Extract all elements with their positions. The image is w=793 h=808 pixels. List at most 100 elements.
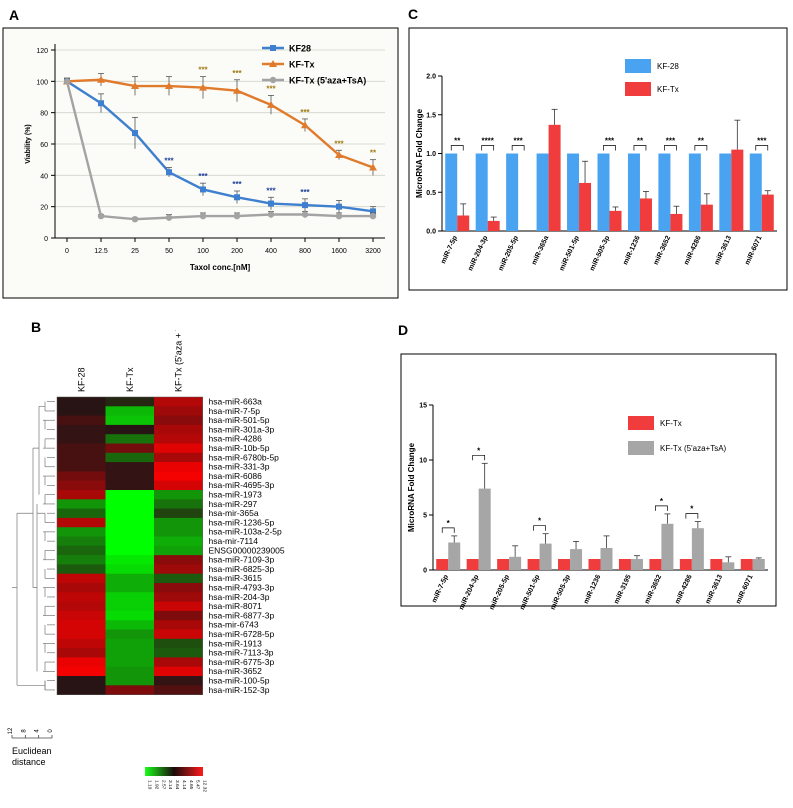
heatmap-row-label: hsa-miR-152-3p	[209, 685, 270, 695]
heatmap-row-label: hsa-miR-6775-3p	[209, 657, 275, 667]
legend-swatch	[625, 82, 651, 96]
data-point	[234, 194, 240, 201]
heatmap-cell	[154, 676, 203, 686]
data-point	[131, 216, 139, 223]
heatmap-row-label: hsa-miR-7109-3p	[209, 555, 275, 565]
x-tick-label: 50	[165, 248, 173, 255]
data-point	[268, 200, 274, 207]
data-point	[165, 214, 173, 221]
data-point	[233, 86, 241, 94]
significance-bracket	[694, 145, 708, 151]
dendro-label-line-2: distance	[12, 757, 46, 767]
heatmap-cell	[154, 666, 203, 677]
heatmap-cell	[105, 564, 155, 575]
heatmap-cell	[154, 685, 203, 695]
bar	[536, 153, 549, 231]
bar	[731, 149, 744, 231]
heatmap-cell	[105, 471, 155, 482]
heatmap-row-label: hsa-miR-3652	[209, 666, 263, 676]
heatmap-cell	[154, 452, 203, 463]
color-scale-label: 2.57	[160, 780, 166, 790]
dendrogram-branch	[37, 680, 46, 690]
heatmap-cell	[154, 601, 203, 612]
heatmap-cell	[105, 536, 155, 547]
significance-label: **	[454, 137, 461, 146]
heatmap-cell	[154, 657, 203, 668]
heatmap-cell	[57, 601, 106, 612]
dendrogram-branch	[17, 448, 34, 588]
data-point	[132, 130, 138, 137]
significance-bracket	[633, 145, 647, 151]
heatmap-cell	[57, 508, 106, 519]
chart-b-heatmap: KF-28 KF-Tx KF-Tx (5'aza + TsA) hsa-miR-663…	[8, 330, 285, 792]
heatmap-row-label: hsa-miR-1913	[209, 638, 263, 648]
y-axis-title: MicroRNA Fold Change	[415, 108, 424, 198]
dendro-scale-label: 12	[8, 727, 14, 734]
significance-bracket	[685, 513, 699, 519]
heatmap-row-label: hsa-miR-6877-3p	[209, 610, 275, 620]
heatmap-cell	[105, 415, 155, 426]
heatmap-cell	[57, 406, 106, 416]
significance-label: ***	[666, 137, 676, 146]
color-scale-label: 3.14	[167, 780, 173, 790]
significance-bracket	[664, 145, 677, 151]
data-point	[97, 212, 105, 220]
bar	[670, 213, 683, 231]
heatmap-cell	[105, 545, 155, 556]
heatmap-cell	[57, 462, 106, 472]
significance-label: ***	[198, 66, 208, 75]
data-point	[267, 100, 275, 108]
significance-bracket	[441, 527, 455, 533]
significance-bracket	[655, 505, 668, 511]
dendro-label-line-1: Euclidean	[12, 746, 52, 756]
x-tick-label: 200	[231, 248, 243, 255]
heatmap-cell	[105, 592, 155, 602]
legend-swatch	[625, 59, 651, 73]
heatmap-cell	[105, 499, 155, 509]
data-point	[336, 203, 342, 210]
heatmap-cell	[57, 480, 106, 491]
color-scale-label: 1.92	[153, 780, 159, 790]
heatmap-row-label: hsa-miR-663a	[209, 397, 263, 407]
bar	[527, 559, 540, 570]
dendro-scale-label: 4	[35, 729, 41, 733]
color-scale-label: 3.64	[174, 780, 180, 790]
color-scale-label: 12.32	[202, 780, 208, 792]
heatmap-cell	[105, 462, 155, 472]
legend-swatch	[628, 416, 654, 430]
legend-label: KF-Tx (5'aza+TsA)	[289, 76, 366, 86]
y-tick-label: 0.0	[426, 229, 436, 236]
heatmap-column-label: KF-Tx	[125, 367, 135, 392]
heatmap-row-label: hsa-miR-4695-3p	[209, 480, 275, 490]
color-scale-label: 4.65	[188, 780, 194, 790]
data-point	[199, 83, 207, 91]
heatmap-row-label: hsa-miR-7113-3p	[209, 648, 274, 658]
significance-bracket	[511, 145, 525, 151]
heatmap-cell	[154, 443, 203, 454]
data-point	[98, 100, 104, 107]
heatmap-cell	[154, 638, 203, 649]
significance-bracket	[472, 454, 486, 461]
color-scale-label: 1.10	[147, 780, 153, 790]
data-point	[131, 82, 139, 90]
data-point	[63, 78, 71, 85]
x-tick-label: 1600	[331, 248, 347, 255]
bar	[588, 559, 601, 570]
significance-label: **	[698, 137, 705, 146]
bar	[710, 559, 723, 570]
y-tick-label: 80	[40, 111, 48, 118]
heatmap-cell	[105, 517, 155, 528]
heatmap-cell	[105, 443, 155, 454]
significance-label: *	[477, 446, 481, 455]
bar	[661, 523, 674, 570]
legend-marker	[269, 60, 277, 67]
heatmap-cell	[154, 508, 203, 519]
heatmap-row-label: hsa-miR-103a-2-5p	[209, 527, 282, 537]
heatmap-border	[56, 396, 203, 695]
heatmap-row-label: hsa-mir-7114	[209, 536, 259, 546]
dendro-scale-label: 0	[48, 729, 54, 733]
heatmap-cell	[57, 610, 106, 621]
bar	[497, 559, 510, 570]
bar	[649, 559, 662, 570]
significance-bracket	[533, 525, 546, 531]
